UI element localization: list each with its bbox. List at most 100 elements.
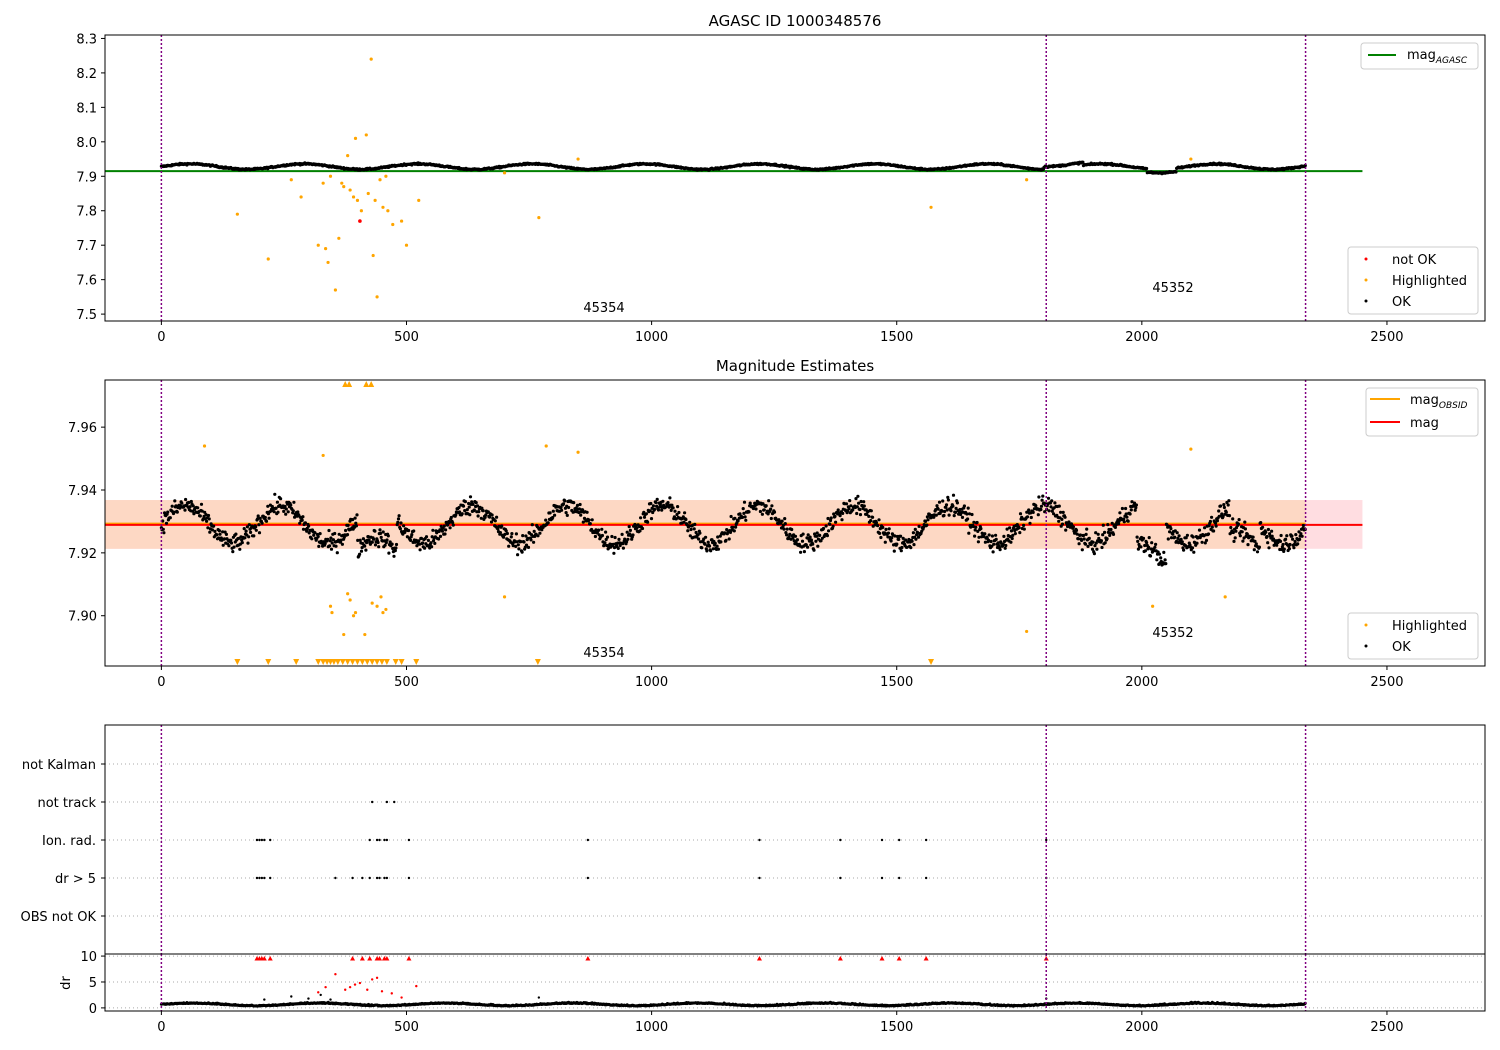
flag-point — [586, 876, 590, 880]
ok-point — [1238, 534, 1242, 538]
flag-point — [586, 838, 590, 842]
ok-point — [638, 529, 642, 533]
ok-point — [392, 554, 396, 558]
ok-point — [264, 519, 269, 523]
ok-point — [307, 531, 311, 535]
ok-point — [1080, 548, 1084, 552]
ok-point — [1294, 533, 1298, 537]
ok-point — [1036, 513, 1040, 517]
ok-point — [600, 527, 604, 531]
ok-point — [597, 528, 601, 532]
ok-point — [723, 531, 727, 535]
x-tick-label: 1000 — [635, 675, 668, 690]
ok-point — [826, 516, 830, 521]
ok-point — [384, 541, 388, 545]
ok-point — [1252, 548, 1256, 552]
ok-point — [258, 516, 262, 521]
flag-point — [368, 838, 371, 842]
ok-point — [468, 513, 472, 517]
ok-point — [524, 543, 529, 547]
ok-point — [946, 498, 951, 502]
panel-agasc-frame — [104, 34, 1486, 322]
ok-point — [521, 534, 525, 538]
ok-point — [575, 503, 580, 507]
ok-point — [1122, 517, 1126, 521]
ok-point — [795, 538, 800, 542]
ok-point — [1270, 534, 1274, 538]
ok-point — [1141, 536, 1146, 541]
ok-point — [279, 497, 283, 501]
ok-point — [243, 536, 247, 540]
ok-point — [862, 500, 866, 504]
ok-point — [187, 500, 191, 505]
ok-point — [1105, 537, 1109, 541]
ok-point — [257, 531, 262, 535]
legend-mag-markers: Highlighted OK — [1347, 612, 1479, 660]
ok-point — [402, 524, 406, 528]
ok-point — [430, 545, 434, 549]
ok-point — [289, 503, 293, 507]
highlighted-point — [342, 185, 346, 189]
ok-point — [588, 522, 592, 526]
ok-point — [966, 517, 970, 521]
y-tick-label: 7.90 — [68, 610, 97, 625]
highlighted-point — [929, 205, 933, 209]
ok-point — [612, 546, 617, 550]
ok-point — [514, 544, 518, 549]
ok-point — [799, 550, 803, 554]
ok-point — [1010, 536, 1014, 541]
ok-point — [1177, 534, 1181, 538]
ok-point — [962, 504, 967, 508]
ok-point — [666, 501, 670, 505]
ok-point — [682, 520, 686, 524]
ok-point — [532, 540, 536, 544]
ok-point — [461, 504, 466, 508]
ok-point — [1284, 537, 1288, 541]
ok-point — [895, 542, 899, 546]
ok-point — [496, 527, 500, 531]
ok-point — [205, 519, 209, 523]
ok-point — [329, 547, 334, 551]
ok-point — [1259, 521, 1263, 525]
ok-point — [704, 535, 708, 539]
ok-point — [983, 532, 987, 536]
ok-point — [488, 515, 492, 519]
ok-point — [567, 505, 571, 510]
ok-point — [1022, 527, 1026, 531]
ok-point — [551, 515, 555, 520]
flag-point — [880, 838, 884, 842]
ok-point — [910, 539, 914, 543]
ok-point — [990, 534, 995, 538]
y-tick-label: 8.0 — [76, 136, 97, 151]
highlighted-point — [537, 216, 541, 220]
ok-point — [627, 525, 631, 529]
flag-point — [407, 876, 411, 880]
ok-point — [267, 516, 271, 520]
ok-point — [648, 509, 652, 513]
ok-point — [1083, 542, 1088, 546]
ok-point — [184, 497, 188, 502]
ok-point — [913, 527, 917, 532]
ok-point — [814, 539, 818, 543]
y-tick-label: 7.92 — [68, 547, 97, 562]
flag-point — [263, 838, 266, 842]
ok-point — [1145, 166, 1149, 171]
ok-point — [742, 500, 747, 504]
ok-point — [887, 527, 891, 531]
ok-point — [670, 503, 674, 507]
ok-point — [317, 544, 321, 549]
ok-point — [917, 524, 921, 529]
ok-point — [398, 527, 402, 531]
ok-point — [728, 530, 733, 535]
ok-point — [412, 529, 416, 533]
ok-point — [524, 534, 528, 538]
ok-point — [676, 505, 680, 509]
ok-point — [1081, 160, 1085, 164]
ok-point — [1046, 496, 1051, 500]
ok-point — [639, 516, 643, 520]
ok-point — [256, 514, 260, 518]
legend-mag-lines: magOBSID mag — [1365, 387, 1479, 437]
highlighted-point — [1189, 157, 1193, 161]
ok-point — [1155, 558, 1159, 562]
ok-point — [628, 528, 633, 533]
